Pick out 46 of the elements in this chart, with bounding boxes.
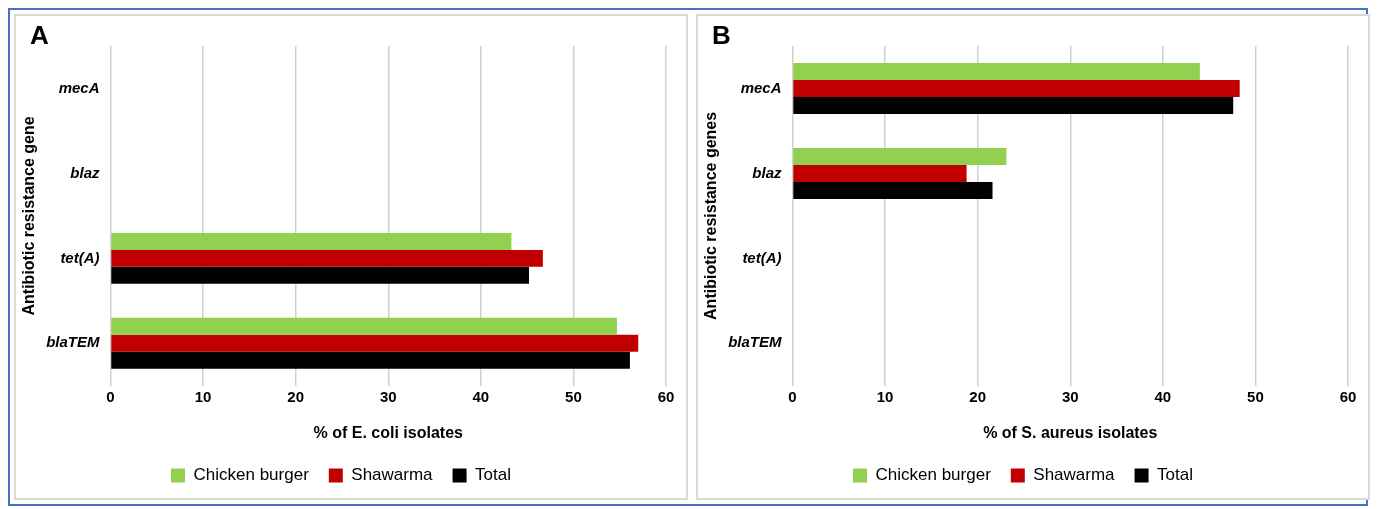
y-tick-label: blaTEM [728,333,783,351]
x-tick-label: 10 [876,387,894,405]
bar [793,181,993,199]
x-tick-label: 60 [1339,387,1357,405]
x-tick-label: 40 [472,387,490,405]
bar [793,164,967,182]
legend-label: Total [475,465,511,485]
x-tick-label: 20 [969,387,987,405]
y-axis-title: Antibiotic resistance gene [20,116,38,316]
chart-title: A [30,20,49,51]
x-tick-label: 20 [287,387,305,405]
x-tick-label: 60 [657,387,675,405]
bar [111,232,512,250]
legend-label: Chicken burger [875,465,992,485]
y-tick-label: blaz [752,163,783,181]
y-tick-label: mecA [58,78,100,96]
x-tick-label: 10 [194,387,212,405]
legend-label: Total [1157,465,1193,485]
bar [111,334,639,352]
y-tick-label: blaz [70,163,101,181]
legend-label: Chicken burger [193,465,310,485]
bar [111,266,529,284]
x-tick-label: 50 [565,387,582,405]
y-tick-label: tet(A) [742,248,782,266]
y-axis-title: Antibiotic resistance genes [702,111,720,320]
x-axis-title: % of S. aureus isolates [983,423,1158,441]
chart-title: B [712,20,731,51]
bar [793,147,1007,165]
x-tick-label: 30 [379,387,397,405]
bar [793,79,1240,97]
bar [111,317,617,335]
y-tick-label: blaTEM [46,333,101,351]
bar [111,249,543,267]
bar [793,96,1234,114]
x-tick-label: 50 [1247,387,1264,405]
x-axis-title: % of E. coli isolates [313,423,464,441]
y-tick-label: tet(A) [60,248,100,266]
bar [793,62,1200,80]
bar [111,351,630,369]
x-tick-label: 40 [1154,387,1172,405]
x-tick-label: 0 [788,387,797,405]
y-tick-label: mecA [740,78,782,96]
x-tick-label: 0 [106,387,115,405]
legend-label: Shawarma [351,465,434,485]
x-tick-label: 30 [1061,387,1079,405]
legend-label: Shawarma [1033,465,1116,485]
